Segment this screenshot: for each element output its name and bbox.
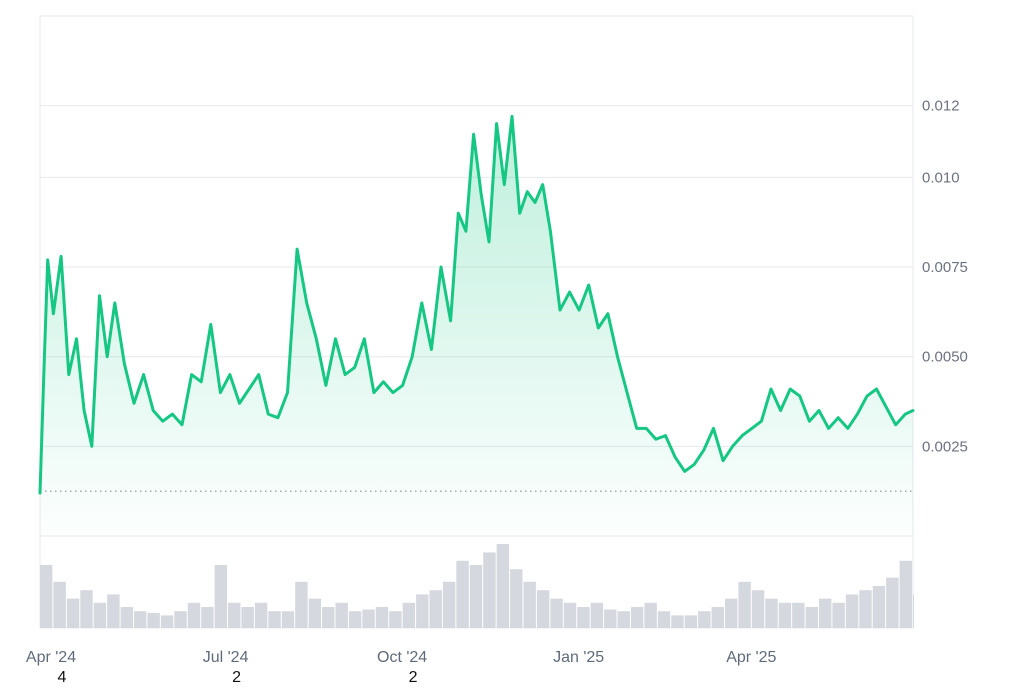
volume-bar	[510, 569, 523, 628]
x-tick-sublabel: 4	[58, 669, 67, 683]
volume-bar	[187, 602, 201, 628]
volume-bar	[362, 609, 375, 628]
volume-bar	[456, 560, 469, 628]
volume-bar	[335, 602, 348, 628]
volume-bar	[416, 594, 429, 628]
volume-bar	[308, 598, 322, 628]
volume-bar	[644, 602, 657, 628]
volume-bar	[228, 602, 241, 628]
x-tick-label: Oct '24	[377, 649, 427, 666]
volume-bar	[590, 602, 604, 628]
x-tick-sublabel: 2	[409, 669, 418, 683]
volume-bar	[268, 611, 281, 628]
volume-bar	[523, 581, 536, 628]
x-tick-label: Jul '24	[203, 649, 249, 666]
volume-bar	[671, 615, 684, 628]
price-line	[38, 114, 915, 495]
volume-bar	[899, 560, 912, 628]
volume-bar	[751, 590, 765, 628]
volume-bar	[724, 598, 738, 628]
volume-bar	[563, 602, 577, 628]
volume-bar	[818, 598, 832, 628]
y-tick-label: 0.0075	[922, 259, 968, 276]
volume-bar	[174, 611, 187, 628]
volume-bar	[778, 602, 792, 628]
volume-bar	[40, 565, 53, 628]
y-tick-label: 0.0025	[922, 438, 968, 455]
x-tick-label: Apr '24	[26, 649, 76, 666]
x-tick-label: Apr '25	[726, 649, 776, 666]
volume-bar	[765, 598, 778, 628]
volume-bar	[160, 615, 174, 628]
volume-bar	[322, 607, 335, 628]
volume-bar	[913, 594, 914, 628]
volume-bar	[53, 581, 66, 628]
price-area-fill	[40, 116, 913, 537]
volume-bar	[711, 607, 724, 628]
y-tick-label: 0.0050	[922, 349, 968, 366]
volume-bar	[684, 615, 698, 628]
volume-bar	[281, 611, 295, 628]
volume-bar	[375, 607, 389, 628]
volume-bar	[657, 611, 671, 628]
volume-bar	[93, 602, 107, 628]
volume-bar	[630, 607, 644, 628]
volume-bar	[496, 544, 510, 628]
volume-bar	[872, 586, 886, 628]
x-tick-label: Jan '25	[553, 649, 604, 666]
volume-bar	[107, 594, 120, 628]
volume-bar	[550, 598, 563, 628]
y-tick-label: 0.012	[922, 98, 960, 115]
volume-bar	[738, 581, 751, 628]
volume-bar	[402, 602, 416, 628]
volume-bar	[442, 581, 456, 628]
volume-bar	[698, 611, 711, 628]
x-tick-sublabel: 2	[232, 669, 241, 683]
volume-bar	[886, 577, 899, 628]
volume-bar	[536, 590, 550, 628]
volume-bar	[254, 602, 268, 628]
volume-bar	[214, 565, 228, 628]
volume-bar	[120, 607, 134, 628]
volume-bar	[483, 552, 496, 628]
volume-bar	[792, 602, 805, 628]
volume-bar	[845, 594, 859, 628]
volume-bar	[295, 581, 308, 628]
volume-bar	[429, 590, 442, 628]
volume-bar	[469, 565, 483, 628]
volume-bar	[348, 611, 362, 628]
volume-bar	[241, 607, 254, 628]
volume-bar	[832, 602, 845, 628]
volume-bar	[617, 611, 630, 628]
volume-bar	[147, 612, 160, 628]
volume-bar	[389, 611, 402, 628]
volume-bar	[134, 611, 147, 628]
volume-bar	[201, 607, 214, 628]
y-tick-label: 0.010	[922, 169, 960, 186]
volume-bar	[577, 607, 590, 628]
volume-bar	[80, 590, 93, 628]
volume-bar	[805, 607, 818, 628]
volume-bar	[859, 590, 872, 628]
volume-bar	[604, 609, 617, 628]
volume-bar	[66, 598, 80, 628]
